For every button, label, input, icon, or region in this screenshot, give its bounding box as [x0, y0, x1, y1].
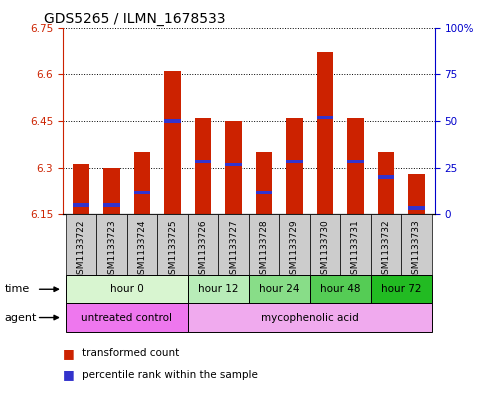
Bar — [164, 71, 181, 214]
Bar — [401, 214, 432, 275]
Text: time: time — [5, 284, 30, 294]
Text: hour 24: hour 24 — [259, 284, 299, 294]
Text: GSM1133728: GSM1133728 — [259, 219, 269, 280]
Bar — [347, 160, 364, 163]
Bar — [370, 214, 401, 275]
Bar — [188, 214, 218, 275]
Bar — [225, 121, 242, 214]
Text: ■: ■ — [63, 347, 74, 360]
Bar — [188, 303, 432, 332]
Bar — [195, 118, 212, 214]
Text: GSM1133724: GSM1133724 — [138, 219, 146, 279]
Text: GSM1133727: GSM1133727 — [229, 219, 238, 280]
Bar — [225, 163, 242, 166]
Text: GSM1133730: GSM1133730 — [320, 219, 329, 280]
Bar — [195, 160, 212, 163]
Bar — [279, 214, 310, 275]
Text: transformed count: transformed count — [82, 348, 179, 358]
Bar — [310, 275, 370, 303]
Bar — [103, 203, 120, 207]
Text: ■: ■ — [63, 368, 74, 382]
Bar — [340, 214, 370, 275]
Text: GSM1133725: GSM1133725 — [168, 219, 177, 280]
Bar — [249, 275, 310, 303]
Bar — [134, 152, 150, 214]
Bar — [218, 214, 249, 275]
Bar — [66, 275, 188, 303]
Bar — [157, 214, 188, 275]
Text: GSM1133729: GSM1133729 — [290, 219, 299, 280]
Text: GDS5265 / ILMN_1678533: GDS5265 / ILMN_1678533 — [44, 12, 226, 26]
Text: GSM1133726: GSM1133726 — [199, 219, 208, 280]
Bar — [66, 303, 188, 332]
Bar — [378, 175, 394, 178]
Bar — [164, 119, 181, 123]
Text: agent: agent — [5, 312, 37, 323]
Text: GSM1133731: GSM1133731 — [351, 219, 360, 280]
Bar — [103, 167, 120, 214]
Bar — [378, 152, 394, 214]
Bar — [310, 214, 340, 275]
Text: hour 0: hour 0 — [110, 284, 143, 294]
Text: hour 48: hour 48 — [320, 284, 360, 294]
Bar — [96, 214, 127, 275]
Text: GSM1133723: GSM1133723 — [107, 219, 116, 280]
Bar — [188, 275, 249, 303]
Text: GSM1133733: GSM1133733 — [412, 219, 421, 280]
Bar — [316, 52, 333, 214]
Text: GSM1133722: GSM1133722 — [77, 219, 85, 279]
Bar — [73, 164, 89, 214]
Text: hour 12: hour 12 — [198, 284, 239, 294]
Bar — [73, 203, 89, 207]
Text: mycophenolic acid: mycophenolic acid — [261, 312, 358, 323]
Text: percentile rank within the sample: percentile rank within the sample — [82, 370, 258, 380]
Text: untreated control: untreated control — [81, 312, 172, 323]
Text: GSM1133732: GSM1133732 — [382, 219, 390, 280]
Bar — [127, 214, 157, 275]
Text: hour 72: hour 72 — [381, 284, 421, 294]
Bar — [134, 191, 150, 194]
Bar — [286, 160, 303, 163]
Bar — [370, 275, 432, 303]
Bar — [408, 206, 425, 209]
Bar — [316, 116, 333, 119]
Bar — [249, 214, 279, 275]
Bar — [408, 174, 425, 214]
Bar — [66, 214, 96, 275]
Bar — [256, 152, 272, 214]
Bar — [347, 118, 364, 214]
Bar — [256, 191, 272, 194]
Bar — [286, 118, 303, 214]
